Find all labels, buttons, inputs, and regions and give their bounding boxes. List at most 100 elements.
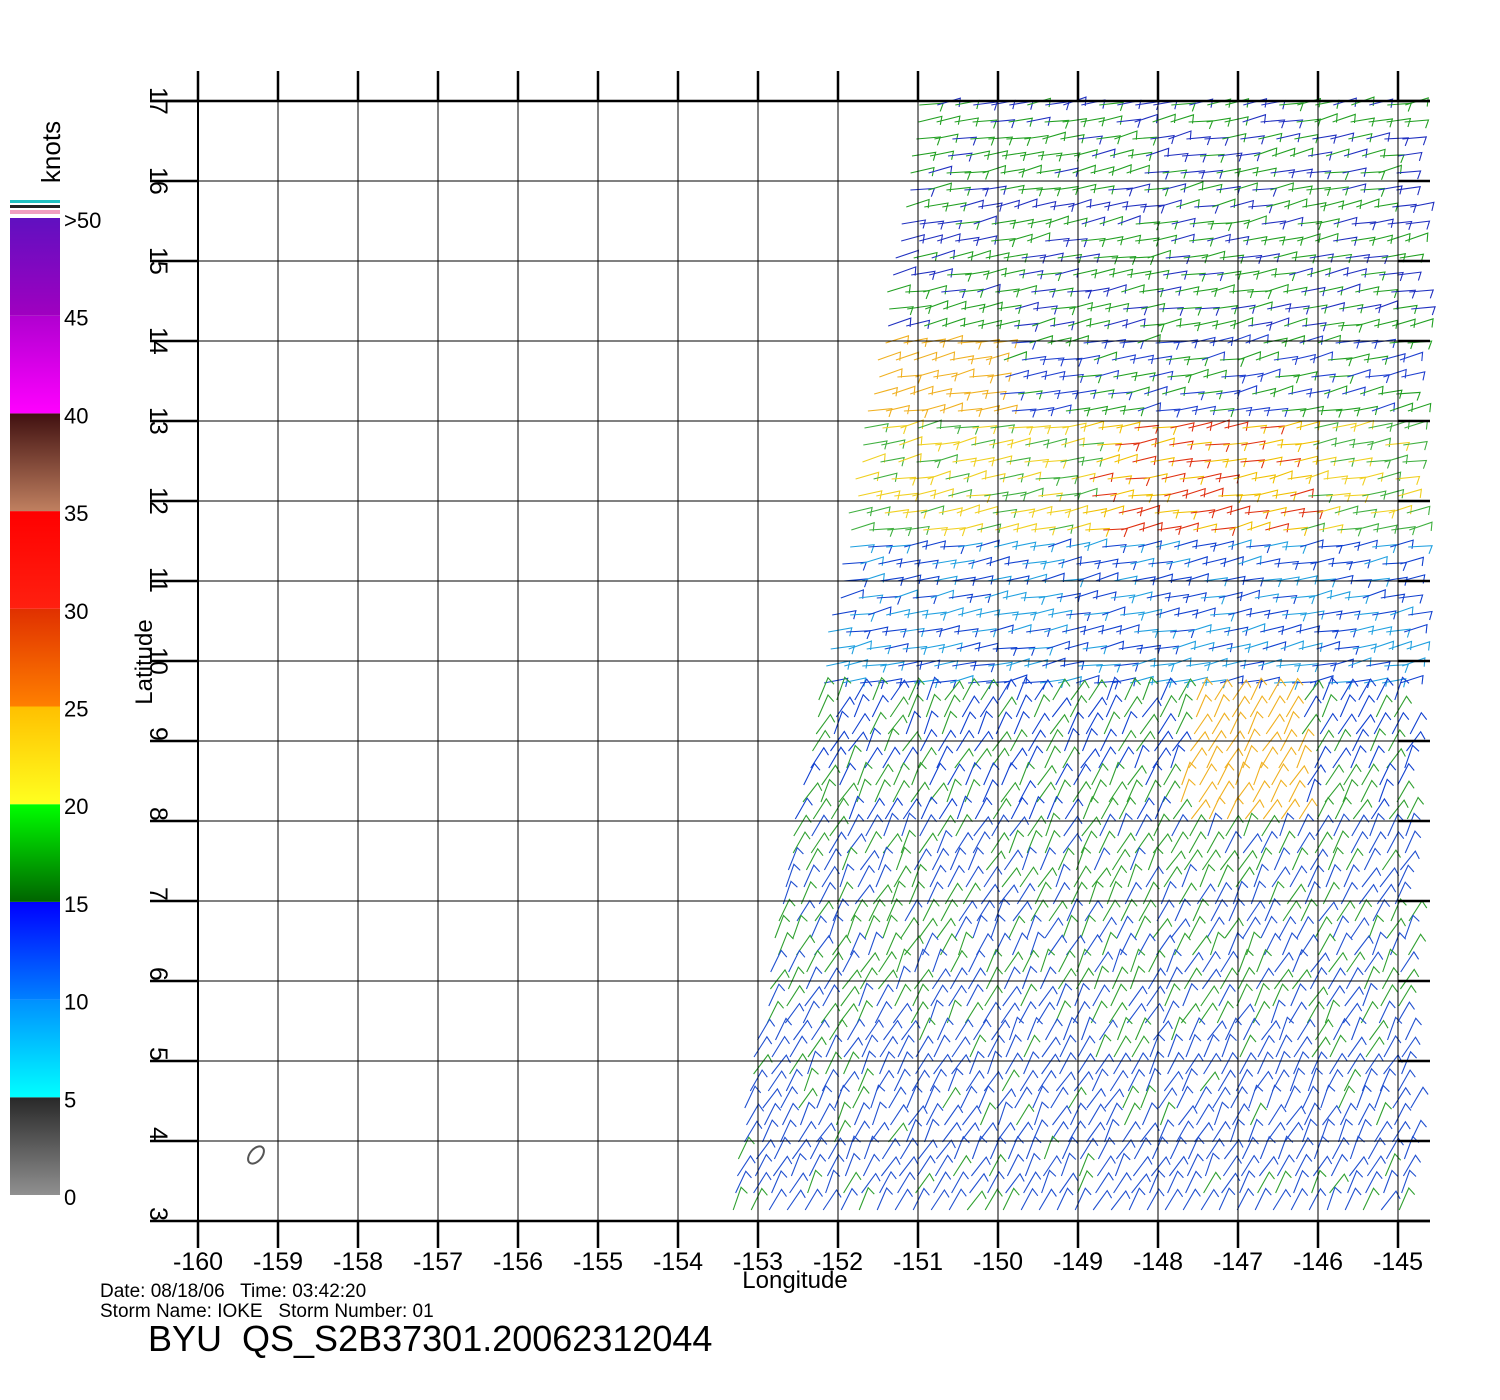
wind-barb xyxy=(1043,437,1068,448)
wind-barb xyxy=(1312,134,1337,144)
wind-barb xyxy=(1127,1068,1146,1092)
wind-barb xyxy=(1051,696,1072,718)
wind-barb xyxy=(973,815,993,837)
wind-barb xyxy=(1132,1155,1153,1177)
wind-barb xyxy=(1271,866,1291,888)
wind-barb xyxy=(1243,215,1267,225)
wind-barb xyxy=(1146,1188,1165,1211)
wind-barb xyxy=(1075,967,1095,990)
wind-barb xyxy=(1081,816,1102,837)
wind-barb xyxy=(1320,321,1345,332)
wind-barb xyxy=(1126,1002,1147,1024)
wind-barb xyxy=(1350,830,1369,854)
wind-barb xyxy=(1092,492,1117,503)
wind-barb xyxy=(868,898,886,922)
wind-barb xyxy=(1344,1187,1362,1211)
wind-barb xyxy=(996,1121,1016,1143)
wind-barb xyxy=(971,439,996,449)
wind-barb xyxy=(872,676,889,701)
wind-barb xyxy=(885,404,911,415)
wind-barb xyxy=(987,1034,1006,1058)
wind-barb xyxy=(1401,1036,1421,1058)
wind-barb xyxy=(836,676,852,701)
wind-barb xyxy=(1255,847,1273,871)
wind-barb xyxy=(1384,454,1409,464)
wind-barb xyxy=(1403,440,1428,451)
wind-barb xyxy=(1041,572,1065,583)
wind-barb xyxy=(1203,1171,1222,1194)
wind-barb xyxy=(965,150,991,160)
wind-barb xyxy=(1203,577,1229,587)
wind-barb xyxy=(930,589,955,600)
wind-barb xyxy=(1405,812,1421,837)
wind-barb xyxy=(1172,730,1192,752)
wind-barb xyxy=(951,1171,969,1194)
wind-barb xyxy=(997,304,1022,314)
wind-barb xyxy=(1236,983,1253,1007)
wind-barb xyxy=(777,931,794,956)
wind-barb xyxy=(1149,1169,1166,1194)
wind-barb xyxy=(1075,846,1092,871)
wind-barb xyxy=(1135,237,1160,247)
wind-barb xyxy=(855,471,880,482)
wind-barb xyxy=(1275,374,1301,384)
wind-barb xyxy=(1302,202,1327,212)
wind-barb xyxy=(1307,763,1327,786)
x-tick-label: -152 xyxy=(813,1248,863,1276)
wind-barb xyxy=(1135,221,1161,231)
wind-barb xyxy=(930,984,949,1007)
wind-barb xyxy=(811,814,830,837)
wind-barb xyxy=(780,1085,799,1109)
wind-barb xyxy=(1006,1153,1025,1177)
wind-barb xyxy=(1212,1120,1231,1143)
wind-barb xyxy=(1254,1187,1272,1211)
wind-barb xyxy=(1285,695,1305,718)
wind-barb xyxy=(1369,812,1385,837)
wind-barb xyxy=(969,374,995,384)
wind-barb xyxy=(942,317,966,328)
wind-barb xyxy=(1050,1086,1069,1109)
wind-barb xyxy=(872,883,893,905)
wind-barb xyxy=(858,982,874,1007)
wind-barb xyxy=(1315,814,1334,837)
wind-barb xyxy=(904,609,929,619)
wind-barb xyxy=(1113,1171,1132,1194)
wind-barb xyxy=(1012,900,1033,922)
wind-barb xyxy=(970,1156,991,1177)
wind-barb xyxy=(744,1085,762,1109)
wind-barb xyxy=(1167,1033,1184,1058)
wind-barb xyxy=(842,949,860,973)
wind-barb xyxy=(787,846,804,871)
wind-barb xyxy=(1138,932,1156,956)
wind-barb xyxy=(987,1170,1005,1194)
wind-barb xyxy=(1363,355,1389,365)
wind-barb xyxy=(1387,220,1413,230)
wind-barb xyxy=(1153,220,1179,230)
wind-barb xyxy=(825,1034,843,1058)
wind-barb xyxy=(807,1036,827,1058)
wind-barb xyxy=(1041,1036,1061,1058)
wind-barb xyxy=(1026,745,1044,769)
wind-barb xyxy=(1085,287,1110,297)
wind-barb xyxy=(824,951,844,973)
x-tick-label: -160 xyxy=(173,1248,223,1276)
wind-barb xyxy=(1021,355,1047,366)
wind-barb xyxy=(1179,475,1205,485)
wind-barb xyxy=(1329,1173,1349,1194)
wind-barb xyxy=(1194,1085,1212,1109)
wind-barb xyxy=(1109,864,1128,888)
wind-barb xyxy=(1300,898,1318,922)
wind-barb xyxy=(1147,249,1172,260)
wind-barb xyxy=(766,1000,785,1024)
wind-barb xyxy=(1008,829,1025,854)
wind-barb xyxy=(1162,169,1188,179)
wind-barb xyxy=(992,508,1018,519)
wind-barb xyxy=(854,883,875,905)
wind-barb xyxy=(1392,1086,1411,1109)
wind-barb xyxy=(846,832,867,854)
wind-barb xyxy=(1157,712,1177,735)
wind-barb xyxy=(1281,932,1299,956)
wind-barb xyxy=(1008,747,1028,769)
wind-barb xyxy=(1203,1033,1220,1058)
wind-barb xyxy=(1370,509,1396,519)
